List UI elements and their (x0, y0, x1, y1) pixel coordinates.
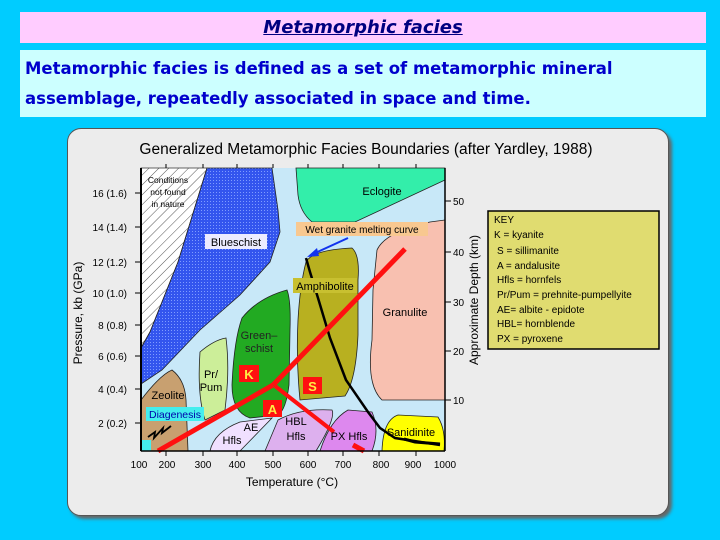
key-item: Hfls = hornfels (497, 275, 561, 286)
x-tick-label: 200 (159, 460, 176, 471)
hfls-label: Hfls (223, 435, 242, 447)
key-item: Pr/Pum = prehnite-pumpellyite (497, 290, 632, 301)
px-hfls-label: PX Hfls (331, 431, 368, 443)
y-tick-label: 14 (1.4) (93, 223, 127, 234)
sillimanite-box (303, 377, 322, 394)
slide-title: Metamorphic facies (263, 17, 463, 38)
prpum-label: Pum (200, 382, 223, 394)
x-tick-label: 1000 (434, 460, 457, 471)
definition-text: Metamorphic facies is defined as a set o… (25, 59, 613, 108)
prpum-region (198, 337, 229, 421)
blueschist-label: Blueschist (211, 237, 261, 249)
y-tick-label: 2 (0.2) (98, 419, 127, 430)
x-tick-label: 700 (335, 460, 352, 471)
eclogite-region (295, 167, 446, 223)
diagenesis-zigzag (147, 424, 172, 441)
prpum-label: Pr/ (204, 369, 219, 381)
greenschist-label: schist (245, 343, 273, 355)
sillimanite-label: S (308, 379, 317, 394)
diagenesis-label-bg (146, 407, 204, 421)
ae-label: AE (244, 422, 259, 434)
depth-tick-label: 40 (453, 248, 465, 259)
diagram-title: Generalized Metamorphic Facies Boundarie… (139, 141, 592, 158)
y-ticks (135, 192, 451, 424)
eclogite-label: Eclogite (362, 186, 401, 198)
zeolite-label: Zeolite (151, 390, 184, 402)
amphibolite-label-bg (293, 278, 357, 293)
diagenesis-label: Diagenesis (149, 409, 201, 421)
kyanite-label: K (244, 367, 254, 382)
not-in-nature-label: not found (150, 187, 186, 197)
x-tick-label: 600 (300, 460, 317, 471)
sanidinite-line (403, 437, 441, 446)
andalusite-box (263, 400, 282, 417)
depth-tick-label: 20 (453, 347, 465, 358)
andalusite-label: A (268, 402, 278, 417)
melting-curve-label-bg (296, 222, 428, 236)
definition-box: Metamorphic facies is defined as a set o… (20, 50, 706, 117)
key-title: KEY (494, 215, 514, 226)
amphibolite-label: Amphibolite (296, 281, 353, 293)
diagenesis-region (141, 440, 151, 451)
x-ticks (165, 164, 417, 456)
hbl-label: Hfls (287, 431, 306, 443)
x-axis-label: Temperature (°C) (246, 475, 338, 489)
key-item: S = sillimanite (497, 246, 559, 257)
not-in-nature-label: Conditions (148, 175, 188, 185)
key-item: HBL= hornblende (497, 319, 576, 330)
ae-hfls-region (209, 417, 274, 452)
melting-curve-label: Wet granite melting curve (305, 225, 419, 236)
y-axis-left-label: Pressure, kb (GPa) (71, 262, 85, 365)
kyanite-andalusite-boundary (156, 382, 275, 454)
slide-title-bar: Metamorphic facies (20, 12, 706, 43)
blueschist-region (140, 167, 281, 385)
y-tick-label: 12 (1.2) (93, 258, 127, 269)
depth-tick-label: 50 (453, 197, 465, 208)
depth-tick-label: 30 (453, 298, 465, 309)
depth-tick-label: 10 (453, 396, 465, 407)
red-mark (351, 442, 366, 454)
y-tick-label: 16 (1.6) (93, 189, 127, 200)
sanidinite-label: Sanidinite (387, 427, 435, 439)
x-tick-label: 400 (229, 460, 246, 471)
x-tick-label: 100 (131, 460, 148, 471)
blueschist-label-bg (205, 234, 267, 249)
andalusite-sillimanite-boundary (273, 384, 336, 434)
not-in-nature-label: in nature (151, 199, 184, 209)
hbl-label: HBL (285, 416, 306, 428)
key-item: PX = pyroxene (497, 334, 563, 345)
key-box (487, 210, 660, 350)
y-axis-right-label: Approximate Depth (km) (467, 235, 481, 365)
y-tick-label: 4 (0.4) (98, 385, 127, 396)
x-tick-label: 800 (373, 460, 390, 471)
kyanite-box (239, 365, 259, 382)
greenschist-label: Green– (241, 330, 279, 342)
key-item: A = andalusite (497, 261, 561, 272)
granulite-label: Granulite (383, 307, 428, 319)
x-tick-label: 900 (405, 460, 422, 471)
key-item: K = kyanite (494, 230, 544, 241)
y-tick-label: 10 (1.0) (93, 289, 127, 300)
x-tick-label: 300 (195, 460, 212, 471)
y-tick-label: 6 (0.6) (98, 352, 127, 363)
px-hfls-region (319, 409, 377, 452)
x-tick-label: 500 (265, 460, 282, 471)
melting-curve-arrow (312, 237, 349, 255)
y-tick-label: 8 (0.8) (98, 321, 127, 332)
key-item: AE= albite - epidote (497, 305, 585, 316)
kyanite-sillimanite-boundary (271, 247, 407, 387)
arrow-head-icon (307, 248, 319, 257)
